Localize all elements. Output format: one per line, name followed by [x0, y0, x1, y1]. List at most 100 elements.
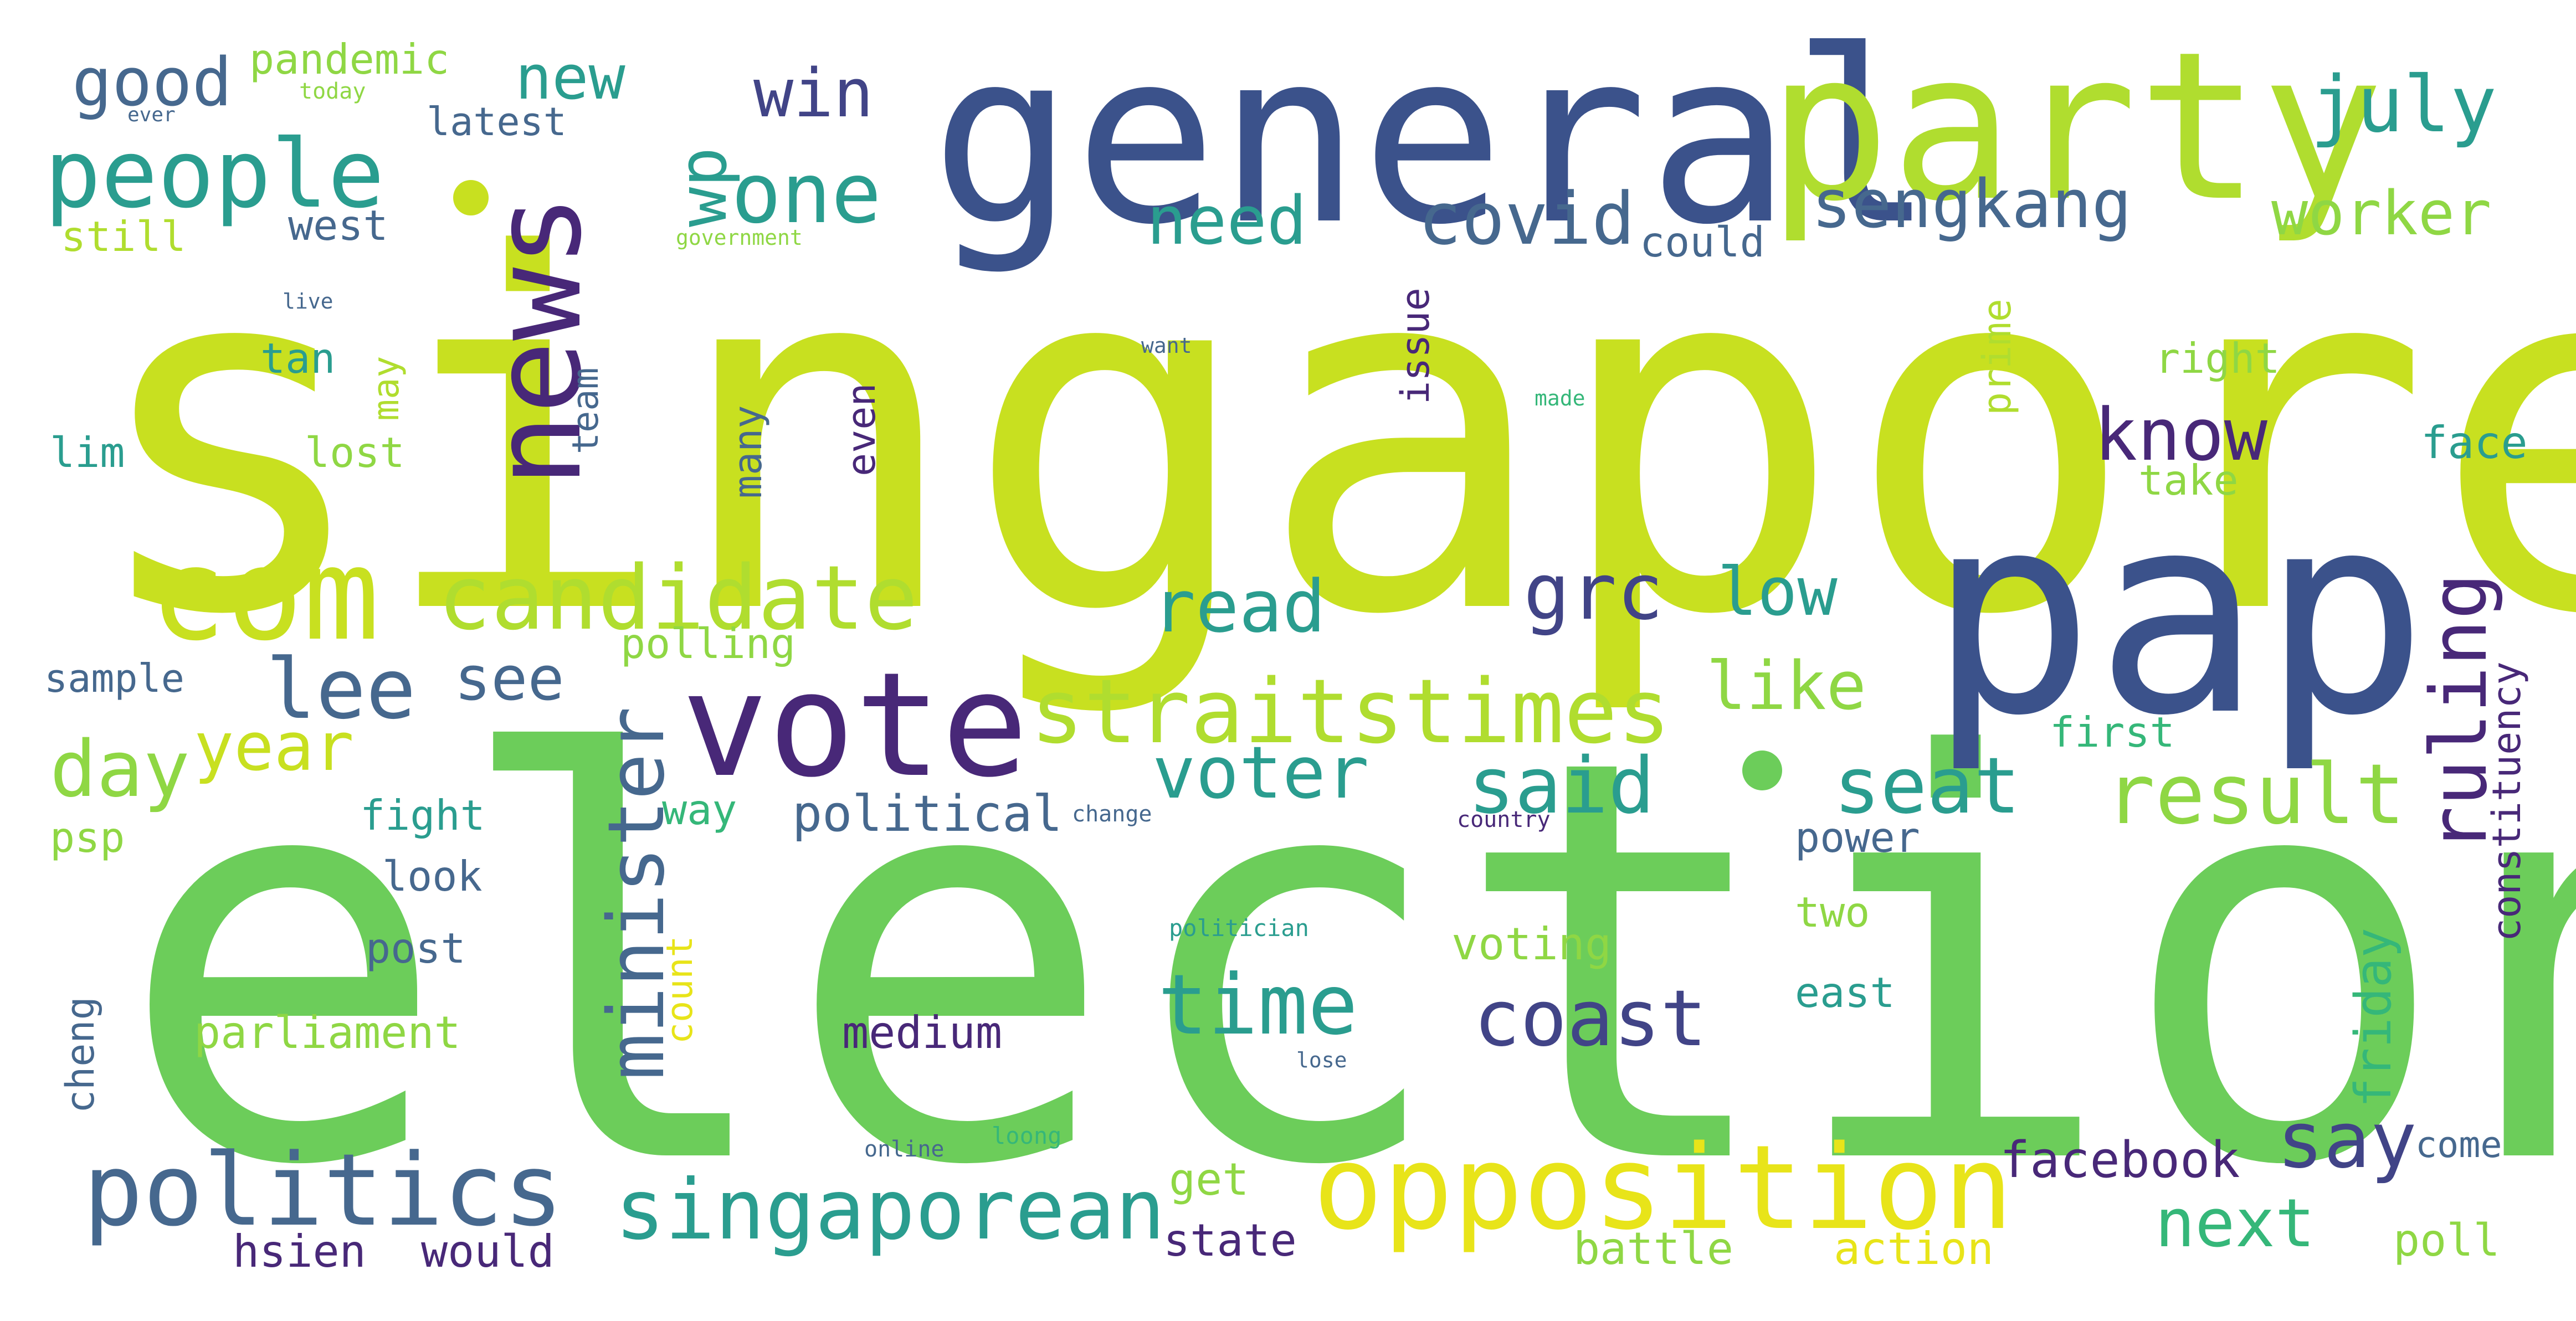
- word-may: may: [366, 356, 407, 421]
- word-people: people: [44, 120, 385, 229]
- word-get: get: [1169, 1154, 1249, 1205]
- word-take: take: [2138, 456, 2239, 505]
- word-made: made: [1535, 386, 1585, 410]
- word-sengkang: sengkang: [1812, 166, 2132, 243]
- word-psp: psp: [50, 813, 125, 862]
- word-general: general: [931, 0, 1935, 277]
- word-vote: vote: [681, 642, 1029, 809]
- word-east: east: [1795, 968, 1895, 1017]
- word-two: two: [1795, 888, 1870, 937]
- word-change: change: [1072, 801, 1152, 827]
- word-pap: pap: [1928, 454, 2429, 776]
- word-politics: politics: [83, 1133, 563, 1248]
- word-could: could: [1640, 218, 1765, 266]
- word-right: right: [2155, 334, 2280, 383]
- word-low: low: [1717, 554, 1838, 631]
- word-face: face: [2421, 417, 2528, 469]
- word-lim: lim: [50, 428, 125, 477]
- word-polling: polling: [620, 619, 796, 668]
- word-loong: loong: [992, 1122, 1062, 1149]
- word-com: com: [150, 521, 380, 669]
- word-voting: voting: [1451, 918, 1612, 970]
- word-today: today: [299, 79, 366, 104]
- word-result: result: [2105, 747, 2405, 843]
- word-wp: wp: [665, 147, 742, 228]
- word-singapore: singapore: [83, 153, 2576, 721]
- word-come: come: [2415, 1124, 2502, 1166]
- word-fight: fight: [360, 791, 485, 840]
- word-year: year: [194, 709, 354, 786]
- word-cheng: cheng: [58, 996, 103, 1113]
- word-online: online: [864, 1137, 945, 1162]
- dot-mark: [1742, 751, 1782, 790]
- word-straitstimes: straitstimes: [1030, 660, 1671, 763]
- word-one: one: [731, 146, 881, 242]
- word-action: action: [1834, 1223, 1994, 1274]
- word-constituency: constituency: [2484, 661, 2529, 942]
- word-government: government: [676, 225, 803, 250]
- word-way: way: [662, 785, 737, 834]
- word-worker: worker: [2271, 178, 2492, 249]
- word-like: like: [1706, 648, 1866, 725]
- word-win: win: [753, 55, 874, 132]
- word-see: see: [454, 643, 565, 714]
- word-covid: covid: [1418, 177, 1635, 261]
- word-many: many: [725, 405, 771, 498]
- word-lose: lose: [1296, 1048, 1347, 1072]
- word-say: say: [2277, 1096, 2417, 1186]
- word-read: read: [1152, 564, 1326, 649]
- word-battle: battle: [1573, 1223, 1733, 1274]
- word-friday: friday: [2344, 927, 2403, 1108]
- word-prime: prime: [1974, 299, 2020, 415]
- word-sample: sample: [44, 656, 184, 701]
- word-poll: poll: [2393, 1215, 2500, 1266]
- word-pandemic: pandemic: [249, 35, 450, 84]
- word-politician: politician: [1169, 914, 1309, 942]
- word-new: new: [515, 42, 625, 113]
- word-still: still: [61, 212, 186, 261]
- word-post: post: [366, 924, 466, 973]
- word-would: would: [421, 1226, 555, 1277]
- word-election: election: [116, 641, 2576, 1286]
- word-even: even: [839, 383, 884, 476]
- word-country: country: [1457, 807, 1551, 832]
- word-parliament: parliament: [194, 1007, 461, 1058]
- word-power: power: [1795, 813, 1920, 862]
- word-ever: ever: [127, 104, 176, 126]
- word-lee: lee: [266, 641, 416, 738]
- word-team: team: [565, 367, 607, 454]
- word-said: said: [1468, 741, 1655, 831]
- word-political: political: [792, 785, 1063, 843]
- word-live: live: [283, 289, 333, 313]
- word-west: west: [288, 201, 388, 250]
- word-day: day: [50, 724, 190, 815]
- word-medium: medium: [842, 1007, 1002, 1058]
- word-july: july: [2310, 60, 2497, 150]
- word-party: party: [1767, 8, 2384, 246]
- word-seat: seat: [1834, 741, 2021, 831]
- word-count: count: [659, 936, 701, 1044]
- word-next: next: [2155, 1185, 2315, 1262]
- word-singaporean: singaporean: [615, 1162, 1166, 1258]
- word-good: good: [72, 44, 232, 121]
- word-tan: tan: [260, 334, 336, 383]
- word-latest: latest: [427, 99, 567, 145]
- word-coast: coast: [1474, 974, 1707, 1064]
- word-first: first: [2050, 708, 2175, 757]
- word-candidate: candidate: [438, 546, 918, 650]
- word-grc: grc: [1523, 547, 1664, 638]
- word-know: know: [2094, 393, 2268, 477]
- word-voter: voter: [1152, 731, 1369, 815]
- word-issue: issue: [1393, 287, 1438, 404]
- word-facebook: facebook: [2000, 1131, 2240, 1189]
- word-opposition: opposition: [1313, 1120, 2014, 1256]
- word-want: want: [1141, 333, 1192, 358]
- word-state: state: [1163, 1215, 1297, 1266]
- word-time: time: [1158, 957, 1358, 1053]
- dot-mark: [453, 180, 489, 215]
- word-look: look: [382, 852, 483, 901]
- word-lost: lost: [305, 428, 405, 477]
- word-need: need: [1147, 183, 1307, 260]
- word-hsien: hsien: [233, 1226, 366, 1277]
